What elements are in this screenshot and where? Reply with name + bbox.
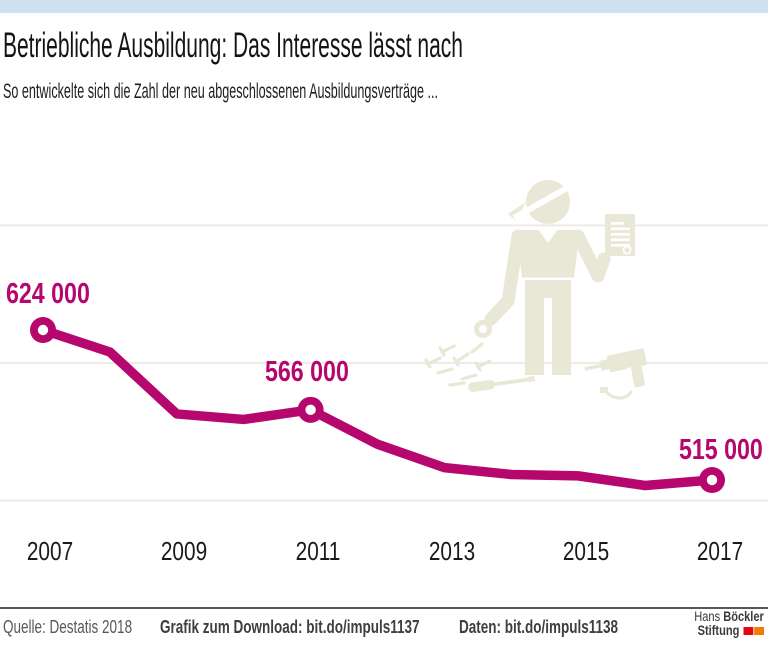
data-point-hole-2017 [706, 474, 718, 486]
data-link-text: Daten: bit.do/impuls1138 [459, 617, 619, 637]
drill-icon [584, 348, 647, 400]
year-label-2007: 2007 [26, 536, 74, 566]
worker-left-leg [525, 294, 544, 375]
value-label-2007: 624 000 [6, 278, 90, 310]
data-point-hole-2007 [37, 324, 49, 336]
year-label-2011: 2011 [295, 536, 341, 566]
worker-hips [525, 280, 571, 298]
value-label-2017: 515 000 [679, 434, 763, 466]
page-subtitle-text: So entwickelte sich die Zahl der neu abg… [3, 80, 438, 103]
value-label-2011: 566 000 [265, 356, 349, 388]
cap-stripe [512, 181, 576, 221]
wrench-icon [474, 320, 492, 338]
year-label-2017: 2017 [696, 536, 744, 566]
worker-left-arm [484, 229, 525, 326]
page-subtitle: So entwickelte sich die Zahl der neu abg… [3, 80, 728, 104]
data-point-hole-2011 [305, 404, 316, 416]
page-title-text: Betriebliche Ausbildung: Das Interesse l… [3, 26, 463, 65]
belt-line [523, 277, 573, 280]
certificate-seal [622, 245, 632, 255]
source-text: Quelle: Destatis 2018 [3, 617, 133, 637]
year-label-2015: 2015 [562, 536, 610, 566]
top-bar [0, 0, 768, 13]
cap-brim [508, 202, 526, 221]
hans-boeckler-stiftung-logo: Hans Böckler Stiftung [694, 609, 764, 638]
page-title: Betriebliche Ausbildung: Das Interesse l… [3, 26, 768, 66]
worker-right-leg [552, 294, 571, 375]
year-label-2009: 2009 [160, 536, 208, 566]
worker-torso [516, 230, 580, 278]
logo-red-square [743, 626, 754, 635]
worker-illustration [424, 180, 647, 400]
screwdriver-icon [468, 375, 535, 392]
year-label-2013: 2013 [428, 536, 476, 566]
logo-orange-square [754, 626, 764, 635]
worker-right-arm [571, 229, 611, 283]
worker-vneck [538, 229, 558, 243]
download-link-text: Grafik zum Download: bit.do/impuls1137 [160, 617, 420, 637]
footer-divider [0, 607, 768, 609]
trend-line [38, 325, 717, 491]
screws-icon [424, 342, 492, 387]
